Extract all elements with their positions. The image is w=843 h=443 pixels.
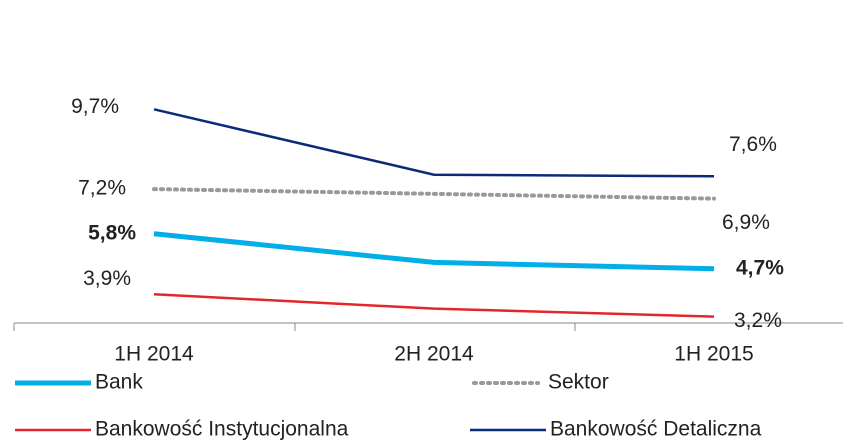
series-line — [153, 108, 715, 178]
data-label: 4,7% — [736, 256, 784, 279]
data-label: 5,8% — [88, 221, 136, 244]
data-label: 9,7% — [71, 95, 119, 118]
data-label: 7,6% — [729, 133, 777, 156]
x-tick-label: 2H 2014 — [394, 343, 474, 366]
legend-label: Bankowość Instytucjonalna — [95, 418, 349, 441]
data-label: 6,9% — [722, 211, 770, 234]
legend-label: Bankowość Detaliczna — [550, 418, 762, 441]
legend-label: Bank — [95, 371, 143, 394]
data-label: 3,9% — [83, 267, 131, 290]
x-tick-label: 1H 2014 — [114, 343, 194, 366]
x-tick-label: 1H 2015 — [674, 343, 753, 366]
series-line — [153, 231, 715, 272]
series-line — [152, 187, 716, 201]
data-label: 3,2% — [734, 309, 782, 332]
x-axis — [13, 322, 843, 331]
data-label: 7,2% — [78, 177, 126, 200]
legend-label: Sektor — [548, 371, 609, 394]
series-line — [153, 293, 715, 318]
